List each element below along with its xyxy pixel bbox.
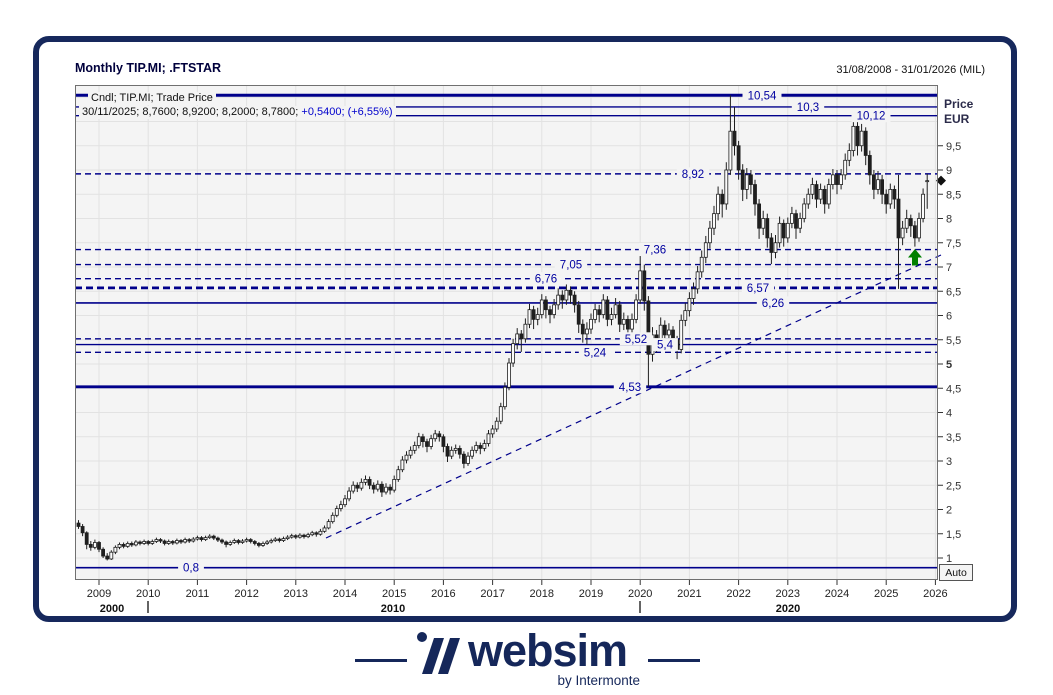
y-tick-label: 3 <box>946 456 952 468</box>
y-tick-label: 4,5 <box>946 383 961 395</box>
level-label-7,36: 7,36 <box>644 245 666 257</box>
level-label-10,3: 10,3 <box>797 102 819 114</box>
logo-left-line <box>355 659 407 662</box>
x-tick-label: 2009 <box>87 588 111 600</box>
current-price-marker <box>936 175 946 186</box>
decade-label: 2000 <box>100 603 124 615</box>
legend-change: +0,5400; (+6,55%) <box>301 106 393 118</box>
auto-scale-button[interactable]: Auto <box>939 564 973 581</box>
y-tick-label: 7,5 <box>946 238 961 250</box>
brand-name: websim <box>468 625 628 676</box>
x-tick-label: 2025 <box>874 588 898 600</box>
x-tick-label: 2020 <box>628 588 652 600</box>
x-tick-label: 2021 <box>677 588 701 600</box>
y-tick-label: 6 <box>946 311 952 323</box>
level-label-8,92: 8,92 <box>682 169 704 181</box>
candles-group <box>76 95 930 561</box>
legend-series: Cndl; TIP.MI; Trade Price <box>88 92 216 105</box>
x-tick-label: 2022 <box>726 588 750 600</box>
level-label-5,52: 5,52 <box>625 334 647 346</box>
x-tick-label: 2015 <box>382 588 406 600</box>
y-tick-label: 2 <box>946 505 952 517</box>
candlestick-chart[interactable]: 10,5410,310,128,927,367,056,766,576,265,… <box>75 85 985 625</box>
level-label-6,57: 6,57 <box>747 283 769 295</box>
y-tick-label: 9 <box>946 165 952 177</box>
x-tick-label: 2014 <box>333 588 357 600</box>
legend-ohlc-values: 30/11/2025; 8,7600; 8,9200; 8,2000; 8,78… <box>82 106 299 118</box>
plot-background <box>75 85 938 580</box>
date-range: 31/08/2008 - 31/01/2026 (MIL) <box>836 64 985 76</box>
x-tick-label: 2010 <box>136 588 160 600</box>
decade-label: 2020 <box>776 603 800 615</box>
logo-right-line <box>648 659 700 662</box>
y-tick-label: 3,5 <box>946 432 961 444</box>
x-tick-label: 2019 <box>579 588 603 600</box>
x-tick-label: 2023 <box>776 588 800 600</box>
level-label-0,8: 0,8 <box>183 563 199 575</box>
y-tick-label: 1,5 <box>946 529 961 541</box>
x-tick-label: 2018 <box>530 588 554 600</box>
y-tick-label: 1 <box>946 553 952 565</box>
y-tick-label: 4 <box>946 408 952 420</box>
y-tick-label: 5 <box>946 359 952 371</box>
decade-label: 2010 <box>381 603 405 615</box>
y-tick-label: 9,5 <box>946 141 961 153</box>
level-label-6,26: 6,26 <box>762 298 784 310</box>
y-tick-label: 5,5 <box>946 335 961 347</box>
y-axis-title: Price EUR <box>944 97 973 127</box>
y-axis-title-currency: EUR <box>944 112 970 126</box>
websim-logo-icon <box>417 632 460 674</box>
level-label-5,4: 5,4 <box>657 340 674 352</box>
legend-ohlc-row: 30/11/2025; 8,7600; 8,9200; 8,2000; 8,78… <box>79 106 396 119</box>
x-tick-label: 2017 <box>480 588 504 600</box>
x-tick-label: 2013 <box>284 588 308 600</box>
x-tick-label: 2026 <box>923 588 947 600</box>
gridlines <box>75 85 938 580</box>
level-label-10,12: 10,12 <box>857 111 886 123</box>
y-tick-label: 7 <box>946 262 952 274</box>
x-tick-label: 2024 <box>825 588 849 600</box>
level-label-7,05: 7,05 <box>560 260 582 272</box>
y-tick-label: 2,5 <box>946 480 961 492</box>
plot-border <box>75 85 938 580</box>
y-axis-title-price: Price <box>944 97 974 111</box>
x-tick-label: 2011 <box>186 588 210 600</box>
level-label-6,76: 6,76 <box>535 274 557 286</box>
x-tick-label: 2016 <box>431 588 455 600</box>
y-tick-label: 8 <box>946 214 952 226</box>
level-label-10,54: 10,54 <box>748 90 777 102</box>
y-tick-label: 8,5 <box>946 189 961 201</box>
chart-outer-border <box>33 36 1017 622</box>
y-axis: 9,5 9 8,5 8 7,5 7 6,5 6 5,5 5 4,5 4 3,5 3 2,5 2 1,5 1 <box>938 141 961 565</box>
level-label-5,24: 5,24 <box>584 347 607 359</box>
y-tick-label: 6,5 <box>946 286 961 298</box>
x-tick-label: 2012 <box>234 588 258 600</box>
level-label-4,53: 4,53 <box>619 382 641 394</box>
green-up-arrow-icon <box>908 249 922 266</box>
x-axis: 2009 2010 2011 2012 2013 2014 2015 2016 2017 2018… <box>87 580 948 615</box>
chart-title: Monthly TIP.MI; .FTSTAR <box>75 61 222 75</box>
level-labels: 10,54 10,3 10,12 8,92 7,36 7,056,76 6,57 6,26 5,… <box>178 88 891 575</box>
brand-tagline: by Intermonte <box>557 673 640 688</box>
